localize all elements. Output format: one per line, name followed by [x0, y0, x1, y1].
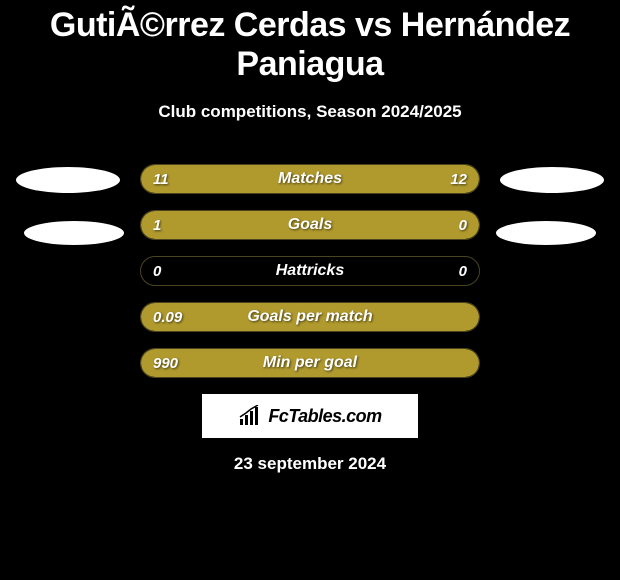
- avatar-placeholder: [496, 221, 596, 245]
- stat-label: Goals per match: [141, 303, 479, 331]
- stat-label: Matches: [141, 165, 479, 193]
- stats-area: 11 Matches 12 1 Goals 0 0 Hattricks 0: [0, 164, 620, 474]
- stat-row-goals-per-match: 0.09 Goals per match: [140, 302, 480, 332]
- stat-bars: 11 Matches 12 1 Goals 0 0 Hattricks 0: [140, 164, 480, 378]
- comparison-infographic: GutiÃ©rrez Cerdas vs Hernández Paniagua …: [0, 0, 620, 580]
- logo-box: FcTables.com: [202, 394, 418, 438]
- avatar-placeholder: [500, 167, 604, 193]
- stat-value-right: 12: [450, 165, 467, 193]
- logo: FcTables.com: [238, 405, 381, 427]
- subtitle: Club competitions, Season 2024/2025: [0, 102, 620, 122]
- stat-value-right: 0: [459, 211, 467, 239]
- page-title: GutiÃ©rrez Cerdas vs Hernández Paniagua: [0, 0, 620, 84]
- stat-row-min-per-goal: 990 Min per goal: [140, 348, 480, 378]
- stat-value-right: 0: [459, 257, 467, 285]
- bar-chart-icon: [238, 405, 264, 427]
- avatar-placeholder: [16, 167, 120, 193]
- avatar-placeholder: [24, 221, 124, 245]
- stat-label: Goals: [141, 211, 479, 239]
- stat-row-hattricks: 0 Hattricks 0: [140, 256, 480, 286]
- stat-label: Min per goal: [141, 349, 479, 377]
- stat-label: Hattricks: [141, 257, 479, 285]
- date-text: 23 september 2024: [0, 454, 620, 474]
- logo-text: FcTables.com: [268, 406, 381, 427]
- player-right-avatars: [492, 164, 612, 245]
- player-left-avatars: [8, 164, 128, 245]
- stat-row-matches: 11 Matches 12: [140, 164, 480, 194]
- stat-row-goals: 1 Goals 0: [140, 210, 480, 240]
